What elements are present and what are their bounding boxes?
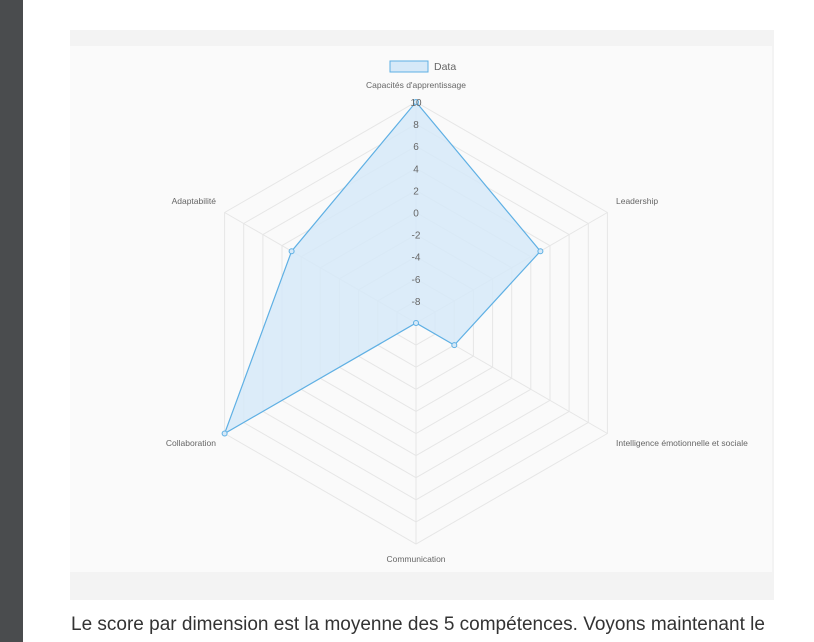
data-point bbox=[537, 248, 544, 255]
data-point bbox=[451, 342, 458, 349]
tick-label: 6 bbox=[413, 142, 419, 153]
legend-label: Data bbox=[434, 61, 456, 73]
tick-label: -2 bbox=[412, 231, 421, 242]
tick-label: 0 bbox=[413, 209, 419, 220]
category-label: Capacités d'apprentissage bbox=[366, 80, 466, 90]
tick-label: 2 bbox=[413, 186, 419, 197]
category-label: Intelligence émotionnelle et sociale bbox=[616, 438, 748, 448]
data-point bbox=[413, 99, 419, 105]
radar-chart-container: 10 8 6 4 2 0 -2 -4 -6 -8 Capacités d'apprentissage… bbox=[70, 46, 772, 572]
tick-label: -8 bbox=[412, 297, 421, 308]
category-label: Collaboration bbox=[166, 438, 216, 448]
series-area bbox=[223, 101, 542, 435]
category-label: Leadership bbox=[616, 196, 658, 206]
category-label: Adaptabilité bbox=[172, 196, 217, 206]
left-scrollbar-rail bbox=[0, 0, 23, 642]
category-label: Communication bbox=[386, 554, 445, 564]
data-point bbox=[413, 320, 419, 326]
data-point bbox=[288, 248, 295, 255]
legend-swatch bbox=[389, 60, 429, 73]
radar-chart: 10 8 6 4 2 0 -2 -4 -6 -8 Capacités d'apprentissage… bbox=[166, 60, 748, 564]
tick-label: -4 bbox=[412, 253, 421, 264]
caption-paragraph: Le score par dimension est la moyenne de… bbox=[71, 614, 765, 635]
tick-label: 4 bbox=[413, 164, 419, 175]
tick-label: 10 bbox=[410, 98, 422, 109]
data-point bbox=[221, 430, 228, 437]
tick-label: 8 bbox=[413, 120, 419, 131]
tick-label: -6 bbox=[412, 275, 421, 286]
